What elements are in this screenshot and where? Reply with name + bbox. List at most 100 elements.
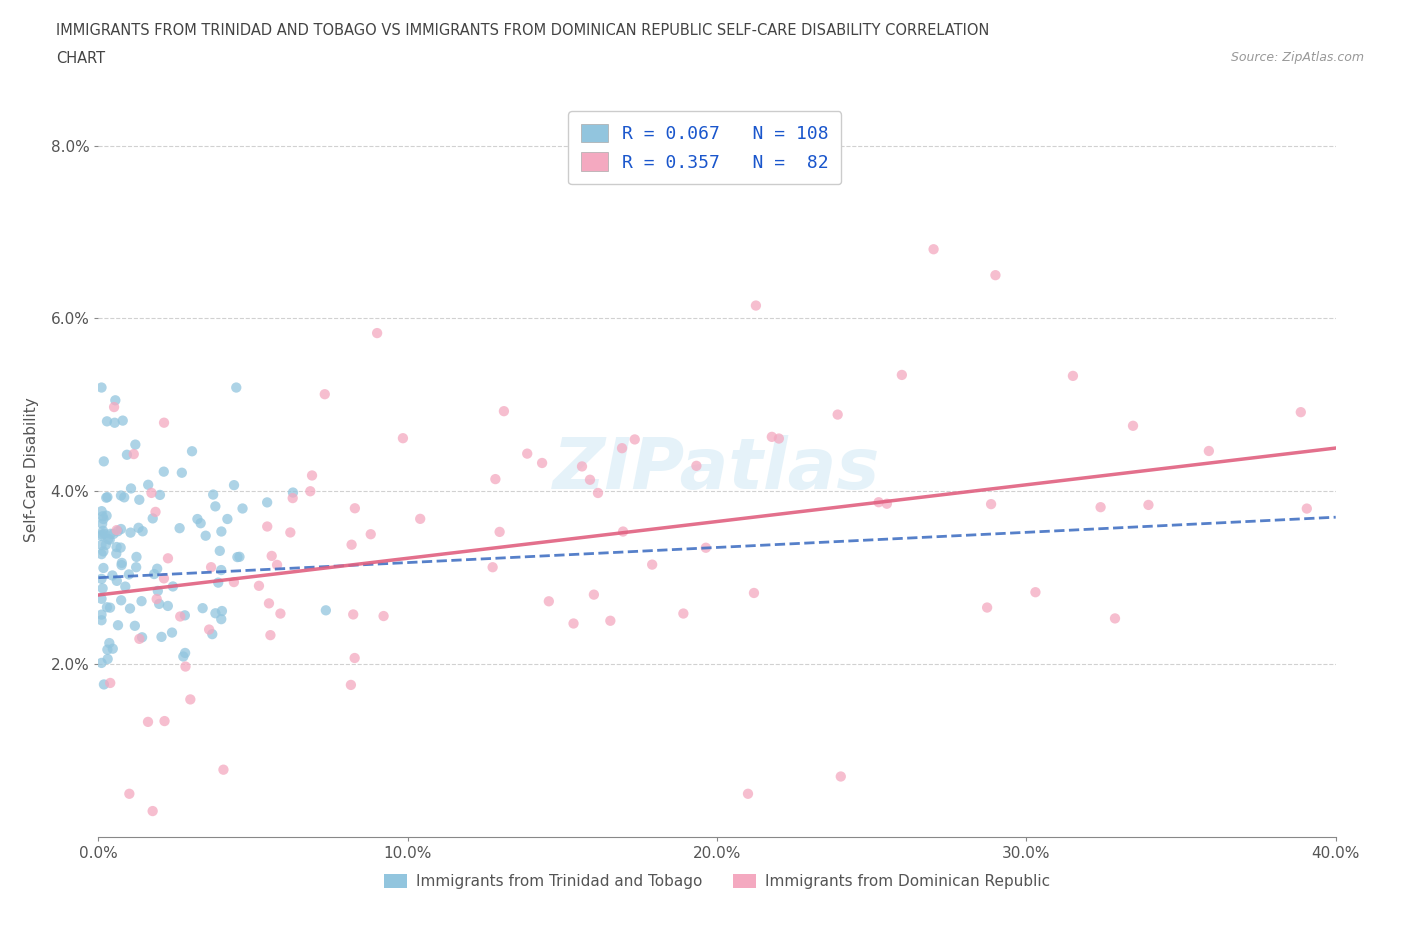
Point (695, 540, 717, 555)
Point (612, 525, 634, 539)
Point (340, 677, 363, 692)
Point (103, 400, 125, 415)
Point (91, 581, 114, 596)
Point (1024, 585, 1046, 600)
Point (100, 526, 122, 541)
Point (125, 560, 148, 575)
Point (111, 413, 134, 428)
Point (269, 606, 291, 621)
Point (98, 675, 121, 690)
Point (96, 643, 118, 658)
Point (98, 635, 121, 650)
Point (208, 543, 231, 558)
Point (91, 509, 114, 524)
Point (110, 488, 132, 503)
Point (101, 568, 124, 583)
Point (131, 524, 153, 538)
Point (98, 532, 121, 547)
Point (976, 600, 998, 615)
Point (107, 618, 129, 632)
Point (366, 326, 388, 340)
Point (1137, 498, 1160, 512)
Point (174, 645, 197, 660)
Point (169, 521, 191, 536)
Point (173, 608, 195, 623)
Point (672, 606, 695, 621)
Point (90, 547, 112, 562)
Point (360, 526, 382, 541)
Point (742, 586, 765, 601)
Point (392, 431, 415, 445)
Point (110, 522, 132, 537)
Point (207, 575, 229, 590)
Point (153, 571, 176, 586)
Point (191, 601, 214, 616)
Point (93, 512, 115, 526)
Point (737, 787, 759, 802)
Point (118, 567, 141, 582)
Point (685, 458, 707, 473)
Point (115, 447, 138, 462)
Point (141, 485, 163, 500)
Point (143, 566, 166, 581)
Point (342, 607, 364, 622)
Point (222, 478, 245, 493)
Point (201, 627, 224, 642)
Point (90, 380, 112, 395)
Point (623, 432, 645, 446)
Point (128, 521, 150, 536)
Point (579, 472, 602, 487)
Point (922, 242, 945, 257)
Point (105, 523, 128, 538)
Point (91, 516, 114, 531)
Point (209, 563, 232, 578)
Y-axis label: Self-Care Disability: Self-Care Disability (24, 397, 39, 542)
Point (93, 677, 115, 692)
Point (90, 504, 112, 519)
Point (90, 538, 112, 552)
Point (247, 578, 270, 593)
Point (162, 579, 184, 594)
Point (586, 485, 609, 500)
Point (104, 392, 127, 407)
Point (488, 525, 510, 539)
Point (136, 477, 159, 492)
Point (228, 550, 250, 565)
Point (537, 594, 560, 609)
Text: IMMIGRANTS FROM TRINIDAD AND TOBAGO VS IMMIGRANTS FROM DOMINICAN REPUBLIC SELF-C: IMMIGRANTS FROM TRINIDAD AND TOBAGO VS I… (56, 23, 990, 38)
Point (827, 407, 849, 422)
Point (153, 713, 176, 728)
Point (110, 540, 132, 555)
Point (868, 495, 890, 510)
Point (315, 603, 337, 618)
Point (256, 519, 278, 534)
Point (266, 557, 288, 572)
Point (91, 527, 114, 542)
Point (562, 616, 585, 631)
Point (142, 804, 165, 818)
Point (90, 528, 112, 543)
Point (93, 544, 115, 559)
Text: CHART: CHART (56, 51, 105, 66)
Point (97, 532, 120, 547)
Point (110, 592, 132, 607)
Point (599, 613, 621, 628)
Point (198, 622, 221, 637)
Point (101, 642, 124, 657)
Point (145, 504, 167, 519)
Point (256, 495, 278, 510)
Point (105, 539, 128, 554)
Text: ZIPatlas: ZIPatlas (554, 435, 880, 504)
Point (90, 571, 112, 586)
Point (492, 404, 515, 418)
Point (984, 268, 1007, 283)
Point (142, 511, 165, 525)
Point (186, 512, 208, 526)
Point (110, 558, 132, 573)
Point (150, 630, 173, 644)
Point (93, 526, 115, 541)
Point (1198, 444, 1220, 458)
Point (146, 583, 169, 598)
Point (98, 600, 121, 615)
Point (1289, 405, 1312, 419)
